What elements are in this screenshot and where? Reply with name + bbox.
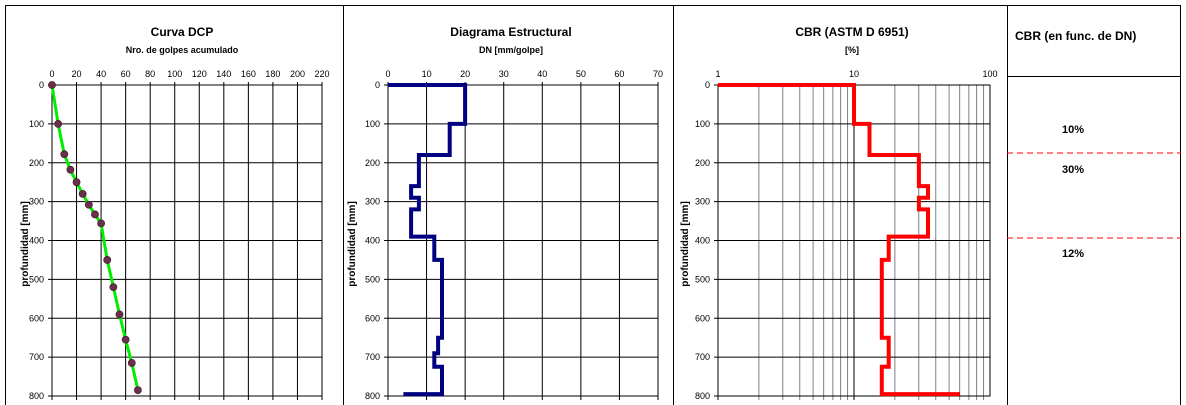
data-point: [115, 310, 124, 319]
y-tick-label: 300: [365, 197, 380, 207]
x-tick-label: 120: [192, 69, 207, 79]
cbr-panel-title: CBR (en func. de DN): [1015, 29, 1136, 43]
y-tick-label: 200: [29, 158, 44, 168]
y-tick-label: 200: [365, 158, 380, 168]
y-tick-label: 100: [695, 119, 710, 129]
y-tick-label: 600: [29, 313, 44, 323]
x-tick-label: 40: [96, 69, 106, 79]
y-tick-label: 600: [695, 313, 710, 323]
x-tick-label: 20: [460, 69, 470, 79]
x-tick-label: 100: [167, 69, 182, 79]
x-tick-label: 160: [241, 69, 256, 79]
y-axis-label: profundidad [mm]: [347, 201, 358, 287]
x-tick-label: 20: [72, 69, 82, 79]
x-tick-label: 70: [653, 69, 663, 79]
x-tick-label: 60: [121, 69, 131, 79]
x-axis-label: Nro. de golpes acumulado: [126, 45, 239, 55]
data-point: [127, 359, 136, 367]
series-line: [718, 83, 960, 397]
data-point: [60, 150, 69, 159]
data-point: [121, 335, 130, 344]
x-tick-label: 60: [614, 69, 624, 79]
y-tick-label: 700: [695, 352, 710, 362]
y-tick-label: 800: [29, 391, 44, 401]
cbr-by-dn-panel: CBR (en func. de DN) 10% 30% 12%: [1007, 29, 1181, 260]
y-tick-label: 400: [365, 236, 380, 246]
data-point: [97, 219, 105, 228]
plot-frame: [387, 84, 659, 397]
cbr-layer-label: 10%: [1062, 124, 1084, 136]
chart-structural-diagram: Diagrama Estructural DN [mm/golpe] profu…: [347, 25, 663, 401]
y-tick-label: 200: [695, 158, 710, 168]
x-tick-label: 200: [290, 69, 305, 79]
x-axis-label: DN [mm/golpe]: [479, 45, 543, 55]
data-point: [48, 81, 56, 89]
x-tick-label: 40: [537, 69, 547, 79]
chart-cbr: CBR (ASTM D 6951) [%] profundidad [mm] 1…: [680, 25, 998, 401]
y-tick-label: 500: [29, 274, 44, 284]
x-tick-label: 50: [576, 69, 586, 79]
data-point: [84, 200, 93, 209]
y-tick-label: 400: [695, 236, 710, 246]
y-tick-label: 400: [29, 236, 44, 246]
data-point: [134, 386, 142, 395]
cbr-layer-label: 12%: [1062, 248, 1084, 260]
data-point: [66, 165, 75, 174]
y-tick-label: 300: [695, 197, 710, 207]
series-line: [388, 83, 468, 397]
y-tick-label: 0: [705, 80, 710, 90]
chart-title: Diagrama Estructural: [450, 25, 571, 39]
y-tick-label: 0: [375, 80, 380, 90]
chart-title: CBR (ASTM D 6951): [795, 25, 908, 39]
x-tick-label: 1: [715, 69, 720, 79]
cbr-layer-label: 30%: [1062, 164, 1084, 176]
x-tick-label: 80: [145, 69, 155, 79]
y-tick-label: 500: [365, 274, 380, 284]
data-point: [78, 189, 87, 198]
y-tick-label: 600: [365, 313, 380, 323]
x-tick-label: 10: [422, 69, 432, 79]
x-tick-label: 10: [849, 69, 859, 79]
y-tick-label: 700: [29, 352, 44, 362]
y-tick-label: 800: [365, 391, 380, 401]
x-tick-label: 220: [314, 69, 329, 79]
y-axis-label: profundidad [mm]: [680, 201, 691, 287]
chart-dcp-curve: Curva DCP Nro. de golpes acumulado profu…: [20, 25, 330, 401]
y-tick-label: 500: [695, 274, 710, 284]
outer-frame: [5, 5, 1181, 405]
x-tick-label: 140: [216, 69, 231, 79]
data-point: [72, 178, 81, 187]
y-tick-label: 0: [39, 80, 44, 90]
y-tick-label: 800: [695, 391, 710, 401]
y-tick-label: 300: [29, 197, 44, 207]
x-tick-label: 100: [982, 69, 997, 79]
x-tick-label: 30: [499, 69, 509, 79]
x-tick-label: 180: [265, 69, 280, 79]
chart-title: Curva DCP: [151, 25, 214, 39]
y-tick-label: 700: [365, 352, 380, 362]
x-tick-label: 0: [385, 69, 390, 79]
x-axis-label: [%]: [845, 45, 859, 55]
data-point: [103, 256, 112, 264]
x-tick-label: 0: [49, 69, 54, 79]
data-point: [54, 119, 63, 128]
y-tick-label: 100: [29, 119, 44, 129]
series-line: [50, 84, 140, 391]
data-point: [109, 283, 118, 292]
y-tick-label: 100: [365, 119, 380, 129]
data-point: [91, 210, 99, 219]
plot-frame: [51, 84, 323, 397]
y-axis-label: profundidad [mm]: [20, 201, 31, 287]
